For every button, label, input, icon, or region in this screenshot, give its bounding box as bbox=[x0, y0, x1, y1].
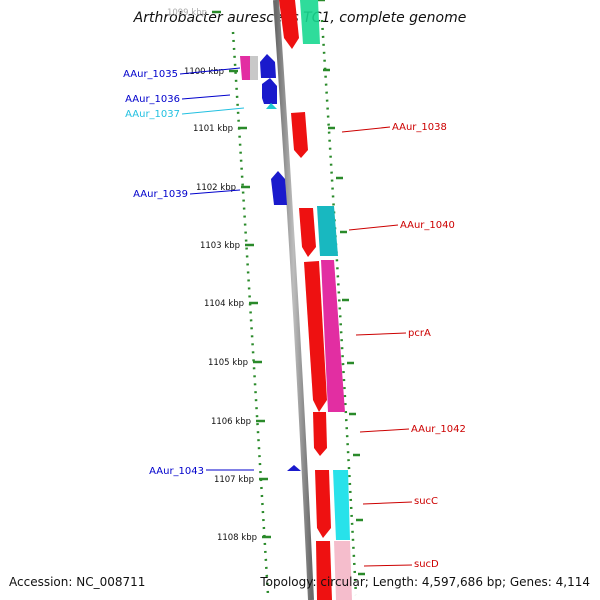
gene-leader-line bbox=[362, 501, 413, 505]
gene-label[interactable]: AAur_1039 bbox=[133, 189, 188, 200]
gene-label-group: AAur_1035 AAur_1036 AAur_1037 AAur_1038 AAur… bbox=[123, 67, 466, 570]
gene-arrow-aaur-1043 bbox=[287, 465, 301, 471]
gene-leader-line bbox=[363, 564, 413, 567]
gene-arrow-green-top bbox=[300, 0, 320, 44]
tick-label: 1104 kbp bbox=[204, 299, 244, 309]
gene-block-aaur-1035 bbox=[240, 56, 251, 80]
gene-label[interactable]: AAur_1042 bbox=[411, 424, 466, 435]
gene-leader-line bbox=[189, 189, 241, 195]
gene-leader-line bbox=[181, 107, 245, 115]
feature-group bbox=[240, 0, 352, 600]
gene-arrow-aaur-1042 bbox=[313, 412, 327, 456]
tick-label: 1102 kbp bbox=[196, 183, 236, 193]
map-title: Arthrobacter aurescens TC1, complete gen… bbox=[133, 10, 467, 26]
left-dotted-guide bbox=[231, 31, 270, 596]
gene-arrow-aaur-1035 bbox=[260, 54, 276, 78]
gene-leader-line bbox=[355, 332, 407, 336]
gene-label[interactable]: sucC bbox=[414, 496, 438, 507]
gene-label[interactable]: AAur_1036 bbox=[125, 94, 180, 105]
gene-leader-line bbox=[181, 94, 231, 100]
gene-arrow-red-top bbox=[279, 0, 299, 49]
gene-label[interactable]: AAur_1043 bbox=[149, 466, 204, 477]
gene-block-sucd-pale bbox=[334, 541, 352, 600]
gene-label[interactable]: pcrA bbox=[408, 328, 431, 339]
tick-label: 1101 kbp bbox=[193, 124, 233, 134]
gene-arrow-aaur-1039 bbox=[271, 171, 287, 205]
accession-text: Accession: NC_008711 bbox=[9, 575, 146, 589]
genome-summary-text: Topology: circular; Length: 4,597,686 bp… bbox=[260, 575, 590, 589]
gene-block-pcra-magenta bbox=[321, 260, 345, 412]
gene-leader-line bbox=[179, 67, 241, 75]
gene-block-aaur-1040-cyan bbox=[317, 206, 338, 256]
gene-arrow-aaur-1036 bbox=[262, 78, 277, 104]
gene-label[interactable]: AAur_1038 bbox=[392, 122, 447, 133]
gene-label[interactable]: AAur_1040 bbox=[400, 220, 455, 231]
gene-block-succ-cyan bbox=[333, 470, 350, 540]
gene-label[interactable]: AAur_1037 bbox=[125, 109, 180, 120]
gene-block-aaur-1035-b bbox=[250, 56, 258, 80]
gene-label[interactable]: AAur_1035 bbox=[123, 69, 178, 80]
gene-arrow-aaur-1037 bbox=[266, 103, 277, 109]
tick-label: 1105 kbp bbox=[208, 358, 248, 368]
gene-leader-line bbox=[359, 428, 410, 433]
gene-label[interactable]: sucD bbox=[414, 559, 439, 570]
tick-label: 1106 kbp bbox=[211, 417, 251, 427]
gene-arrow-succ bbox=[315, 470, 331, 538]
tick-label: 1107 kbp bbox=[214, 475, 254, 485]
tick-label: 1099 kbp bbox=[167, 8, 207, 18]
gene-arrow-pcra bbox=[304, 261, 327, 412]
gene-leader-line bbox=[348, 224, 399, 231]
gene-leader-line bbox=[341, 126, 391, 133]
gene-arrow-aaur-1038 bbox=[291, 112, 308, 158]
gene-arrow-sucd bbox=[316, 541, 332, 600]
tick-label: 1108 kbp bbox=[217, 533, 257, 543]
tick-label: 1103 kbp bbox=[200, 241, 240, 251]
gene-arrow-aaur-1040 bbox=[299, 208, 316, 257]
genome-backbone bbox=[273, 0, 314, 600]
